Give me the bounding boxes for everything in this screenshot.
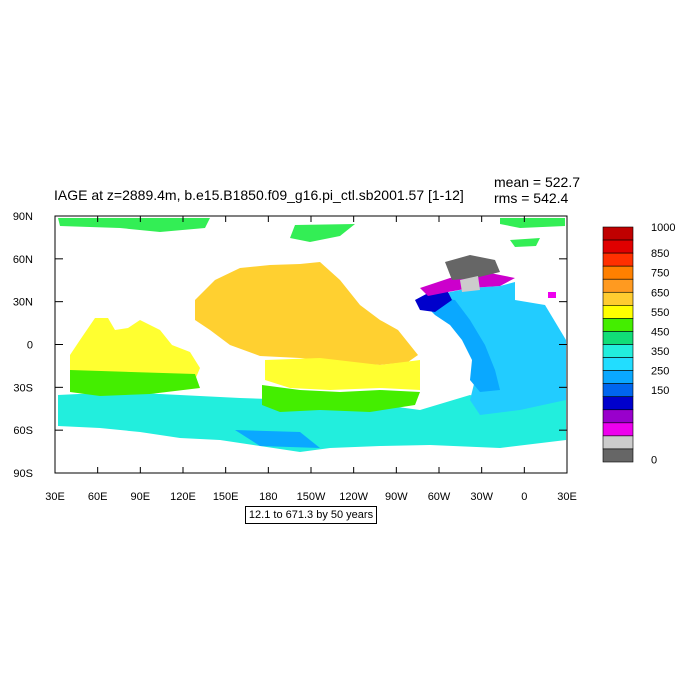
colorbar-swatch (602, 409, 634, 424)
y-tick-label: 90S (13, 468, 33, 480)
x-axis-labels: 30E 60E 90E 120E 150E 180 150W 120W 90W 60W 30W 0 30… (45, 491, 577, 503)
x-tick-label: 0 (521, 491, 527, 503)
indian-ocean (70, 318, 200, 388)
colorbar-swatch (602, 383, 634, 398)
atlantic-ocean (415, 292, 452, 312)
y-axis-labels: 90N 60N 30N 0 30S 60S 90S (13, 211, 33, 480)
x-tick-label: 90W (385, 491, 408, 503)
colorbar-swatch (602, 370, 634, 384)
indian-ocean (70, 370, 200, 396)
x-tick-label: 30W (470, 491, 493, 503)
colorbar-swatch (602, 252, 634, 267)
atlantic-ocean (425, 298, 500, 392)
colorbar-swatch (602, 331, 634, 345)
map-field (58, 218, 566, 452)
colorbar-label: 850 (651, 248, 669, 260)
colorbar (602, 226, 634, 463)
x-tick-label: 120E (170, 491, 196, 503)
rms-value: rms = 542.4 (494, 190, 569, 206)
colorbar-label: 350 (651, 346, 669, 358)
arctic-ocean (58, 218, 210, 232)
tick-marks (54, 215, 568, 474)
x-tick-label: 180 (259, 491, 277, 503)
contour-range-note: 12.1 to 671.3 by 50 years (245, 506, 377, 524)
colorbar-label: 750 (651, 268, 669, 280)
map-frame (54, 215, 568, 474)
colorbar-swatch (602, 265, 634, 280)
colorbar-label: 0 (651, 454, 657, 466)
colorbar-label: 150 (651, 385, 669, 397)
arctic-ocean (500, 218, 565, 228)
y-tick-label: 30N (13, 297, 33, 309)
colorbar-swatch (602, 239, 634, 254)
x-tick-label: 30E (45, 491, 65, 503)
colorbar-swatch (602, 291, 634, 306)
atlantic-ocean (548, 292, 556, 298)
y-tick-label: 90N (13, 211, 33, 223)
x-tick-label: 150W (297, 491, 326, 503)
x-tick-label: 60W (428, 491, 451, 503)
southern-ocean (58, 392, 566, 452)
colorbar-swatch (602, 226, 634, 241)
colorbar-swatch (602, 318, 634, 332)
colorbar-label: 550 (651, 307, 669, 319)
colorbar-swatch (602, 422, 634, 437)
x-tick-label: 120W (339, 491, 368, 503)
pacific-ocean (262, 385, 420, 412)
colorbar-swatch (602, 278, 634, 293)
x-tick-label: 60E (88, 491, 108, 503)
atlantic-ocean (445, 255, 500, 280)
southern-ocean (235, 430, 320, 448)
pacific-ocean (195, 262, 418, 365)
y-tick-label: 0 (27, 340, 33, 352)
colorbar-label: 1000 (651, 222, 675, 234)
pacific-ocean (265, 358, 420, 390)
mean-value: mean = 522.7 (494, 174, 581, 190)
x-tick-label: 150E (213, 491, 239, 503)
colorbar-label: 250 (651, 366, 669, 378)
x-tick-label: 90E (131, 491, 151, 503)
colorbar-swatch (602, 435, 634, 450)
colorbar-label: 450 (651, 326, 669, 338)
colorbar-swatch (602, 344, 634, 358)
arctic-ocean (290, 224, 355, 242)
colorbar-swatch (602, 305, 634, 319)
colorbar-label: 650 (651, 287, 669, 299)
colorbar-swatch (602, 357, 634, 371)
y-tick-label: 30S (13, 382, 33, 394)
colorbar-swatch (602, 448, 634, 463)
arctic-ocean (510, 238, 540, 247)
atlantic-ocean (460, 276, 480, 292)
map-title: IAGE at z=2889.4m, b.e15.B1850.f09_g16.p… (54, 187, 464, 203)
y-tick-label: 60N (13, 254, 33, 266)
colorbar-swatch (602, 396, 634, 411)
x-tick-label: 30E (557, 491, 577, 503)
y-tick-label: 60S (13, 425, 33, 437)
colorbar-labels: 1000 850 750 650 550 450 350 250 150 0 (651, 222, 675, 466)
